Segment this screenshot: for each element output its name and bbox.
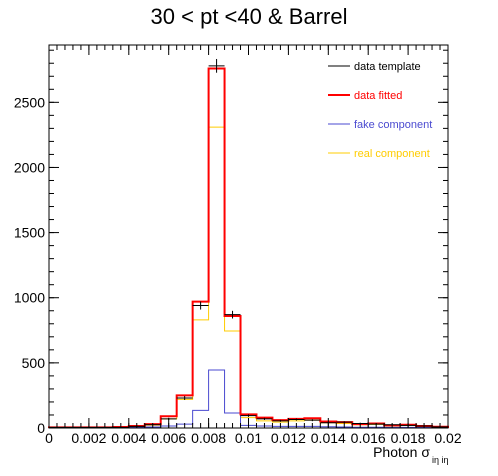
y-tick-label: 500 (22, 355, 46, 371)
legend: data template data fitted fake component re… (328, 61, 432, 160)
x-tick-label: 0.016 (351, 430, 386, 446)
x-tick-label: 0.004 (111, 430, 146, 446)
x-axis-label-subscript: iη iη (432, 455, 449, 465)
y-tick-label: 2000 (14, 159, 45, 175)
x-tick-label: 0.018 (391, 430, 426, 446)
x-tick-label: 0.01 (235, 430, 262, 446)
legend-label-data-fitted: data fitted (354, 90, 402, 102)
legend-label-real-component: real component (354, 148, 430, 160)
legend-label-data-template: data template (354, 61, 421, 73)
real-component-step-line (48, 126, 449, 429)
y-tick-label: 1000 (14, 290, 45, 306)
x-tick-label: 0.006 (151, 430, 186, 446)
histogram-layer (48, 58, 449, 429)
x-tick-label: 0.002 (71, 430, 106, 446)
y-tick-label: 1500 (14, 225, 45, 241)
axes-layer: 0 0.002 0.004 0.006 0.008 0.01 0.012 0.014 0.016… (14, 44, 462, 446)
x-axis-label: Photon σ (373, 444, 430, 460)
x-tick-label: 0.008 (191, 430, 226, 446)
x-tick-label: 0.02 (434, 430, 461, 446)
x-tick-label: 0 (45, 430, 53, 446)
y-tick-label: 2500 (14, 94, 45, 110)
y-tick-label: 0 (37, 420, 45, 436)
x-tick-label: 0.014 (311, 430, 346, 446)
plot-frame (48, 44, 449, 429)
x-tick-label: 0.012 (271, 430, 306, 446)
legend-label-fake-component: fake component (354, 119, 432, 131)
chart-title: 30 < pt <40 & Barrel (151, 4, 348, 29)
